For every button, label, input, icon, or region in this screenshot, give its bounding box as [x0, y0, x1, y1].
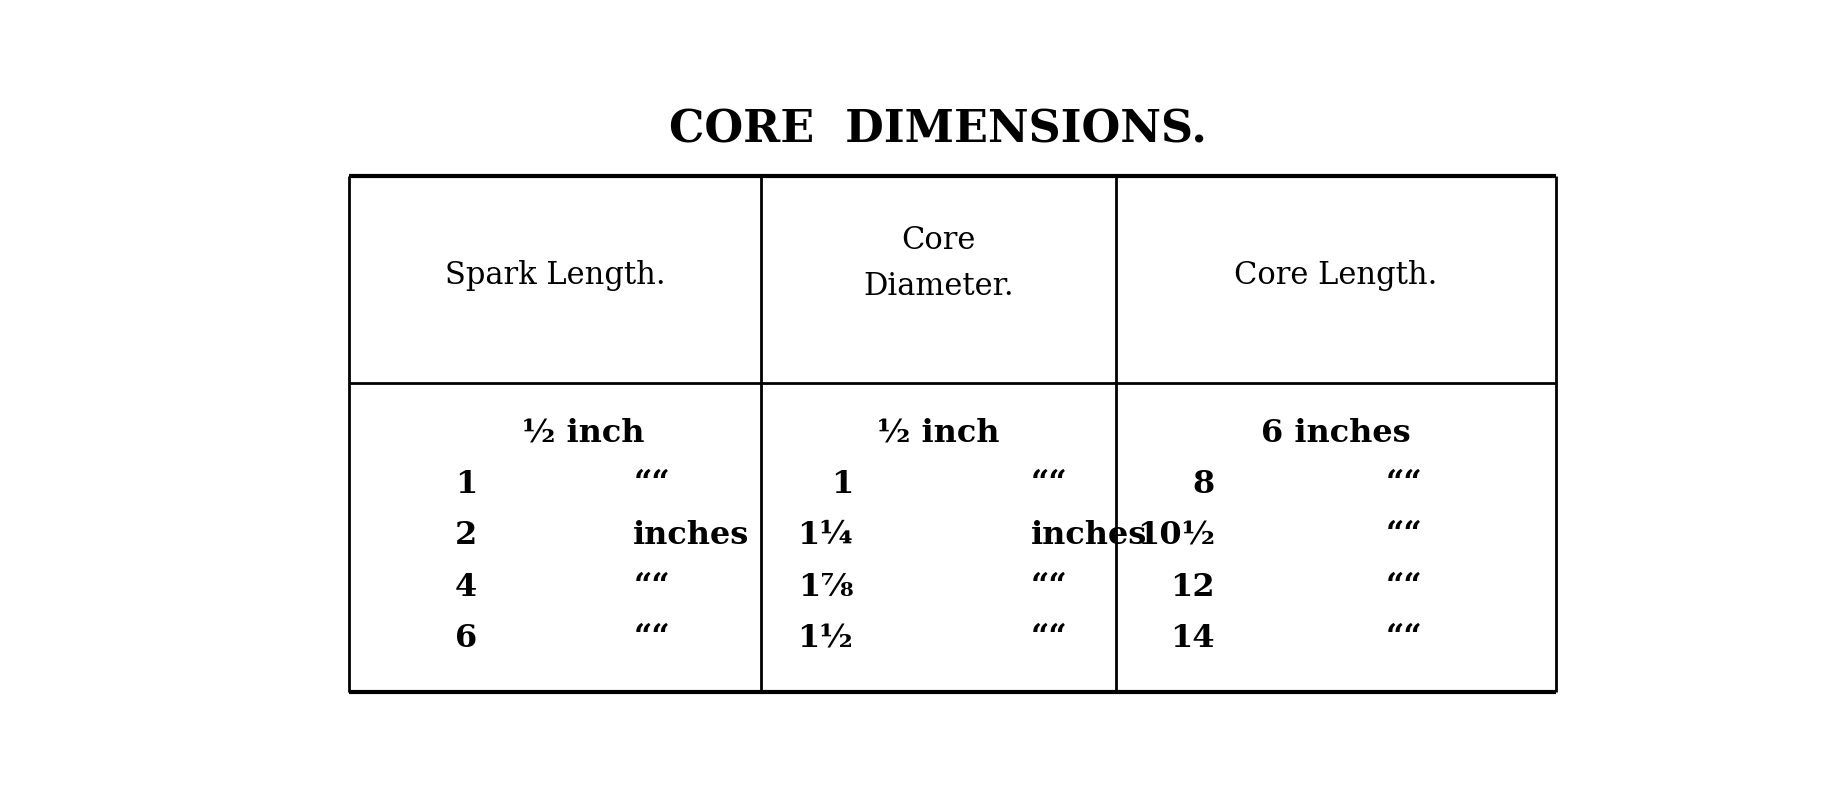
Text: ““: ““ — [1030, 571, 1067, 602]
Text: ““: ““ — [1385, 520, 1422, 551]
Text: ““: ““ — [1385, 622, 1422, 654]
Text: 6 inches: 6 inches — [1261, 417, 1409, 448]
Text: 1: 1 — [831, 468, 853, 500]
Text: ““: ““ — [1030, 468, 1067, 500]
Text: inches: inches — [1030, 520, 1146, 551]
Text: 12: 12 — [1169, 571, 1215, 602]
Text: 2: 2 — [454, 520, 478, 551]
Text: 10½: 10½ — [1136, 520, 1215, 551]
Text: 6: 6 — [454, 622, 478, 654]
Text: inches: inches — [633, 520, 748, 551]
Text: ““: ““ — [1385, 571, 1422, 602]
Text: CORE  DIMENSIONS.: CORE DIMENSIONS. — [670, 109, 1206, 152]
Text: Core Length.: Core Length. — [1233, 260, 1437, 291]
Text: 8: 8 — [1191, 468, 1215, 500]
Text: 4: 4 — [454, 571, 478, 602]
Text: 1: 1 — [454, 468, 478, 500]
Text: 14: 14 — [1169, 622, 1215, 654]
Text: ““: ““ — [633, 571, 670, 602]
Text: Core
Diameter.: Core Diameter. — [862, 225, 1014, 301]
Text: ““: ““ — [1030, 622, 1067, 654]
Text: 1¼: 1¼ — [798, 520, 853, 551]
Text: ½ inch: ½ inch — [522, 417, 644, 448]
Text: Spark Length.: Spark Length. — [445, 260, 664, 291]
Text: ““: ““ — [633, 622, 670, 654]
Text: ““: ““ — [633, 468, 670, 500]
Text: 1½: 1½ — [798, 622, 853, 654]
Text: 1⅞: 1⅞ — [798, 571, 853, 602]
Text: ““: ““ — [1385, 468, 1422, 500]
Text: ½ inch: ½ inch — [877, 417, 999, 448]
